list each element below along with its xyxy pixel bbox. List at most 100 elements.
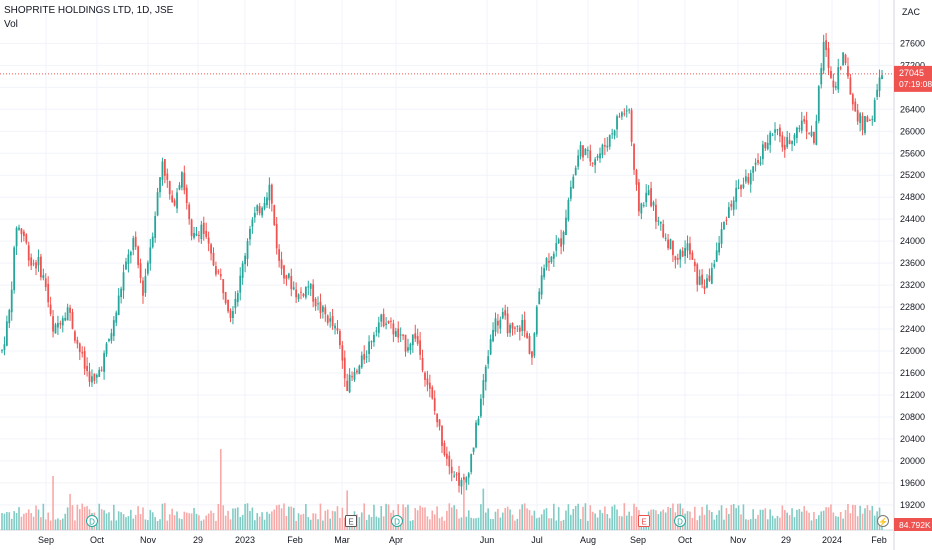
volume-bar bbox=[166, 520, 169, 530]
candle-body bbox=[268, 184, 271, 201]
volume-bar bbox=[302, 513, 305, 530]
volume-bar bbox=[657, 514, 660, 530]
candle-body bbox=[377, 322, 380, 333]
candle-body bbox=[324, 307, 327, 315]
volume-bar bbox=[47, 512, 49, 530]
candle-body bbox=[392, 323, 395, 335]
candle-body bbox=[193, 233, 195, 238]
price-tick-label: 24800 bbox=[900, 192, 925, 202]
candle-body bbox=[93, 373, 96, 381]
candle-body bbox=[706, 278, 708, 288]
candle-body bbox=[232, 311, 234, 319]
candle-body bbox=[360, 355, 363, 368]
currency-label[interactable]: ZAC bbox=[902, 7, 921, 17]
candle-body bbox=[263, 202, 266, 209]
volume-bar bbox=[309, 519, 312, 530]
candle-body bbox=[285, 275, 288, 279]
time-tick-label: Sep bbox=[630, 535, 646, 545]
candle-body bbox=[657, 220, 660, 222]
candle-body bbox=[817, 86, 820, 121]
time-tick-label: 29 bbox=[193, 535, 203, 545]
candle-body bbox=[244, 255, 246, 265]
candle-body bbox=[343, 357, 346, 379]
candle-body bbox=[251, 219, 254, 227]
candle-body bbox=[35, 262, 37, 269]
volume-bar bbox=[263, 519, 266, 530]
price-tick-label: 22800 bbox=[900, 302, 925, 312]
volume-bar bbox=[572, 508, 575, 530]
candle-body bbox=[842, 52, 845, 66]
volume-bar bbox=[694, 506, 696, 530]
candle-body bbox=[691, 252, 694, 260]
volume-bar bbox=[550, 518, 553, 530]
candle-body bbox=[460, 480, 463, 487]
volume-bar bbox=[730, 504, 733, 530]
volume-bar bbox=[523, 503, 526, 530]
volume-bar bbox=[295, 520, 297, 530]
candle-body bbox=[212, 252, 215, 266]
candle-body bbox=[3, 344, 6, 351]
candle-body bbox=[669, 239, 672, 250]
candle-body bbox=[190, 219, 193, 236]
volume-bar bbox=[796, 509, 798, 530]
candle-body bbox=[450, 466, 453, 474]
candle-body bbox=[548, 260, 550, 263]
volume-bar bbox=[494, 511, 497, 530]
volume-bar bbox=[164, 503, 166, 530]
candle-body bbox=[618, 116, 621, 118]
volume-bar bbox=[832, 512, 835, 530]
price-tick-label: 19200 bbox=[900, 500, 925, 510]
candle-body bbox=[387, 321, 390, 324]
candle-body bbox=[603, 145, 606, 147]
candle-body bbox=[565, 217, 567, 236]
volume-bar bbox=[771, 515, 774, 530]
volume-bar bbox=[686, 511, 689, 530]
volume-bar bbox=[698, 515, 701, 530]
candle-body bbox=[749, 173, 752, 185]
volume-bar bbox=[492, 519, 494, 530]
volume-bar bbox=[450, 507, 453, 530]
volume-bar bbox=[443, 520, 446, 530]
candle-body bbox=[22, 231, 25, 237]
volume-bar bbox=[659, 511, 662, 530]
candle-body bbox=[839, 67, 842, 69]
candle-body bbox=[309, 283, 312, 289]
candle-body bbox=[236, 293, 239, 303]
time-tick-label: Aug bbox=[580, 535, 596, 545]
event-marker-glyph: ⚡ bbox=[878, 517, 888, 527]
volume-bar bbox=[336, 506, 339, 530]
candle-body bbox=[586, 149, 589, 151]
price-tick-label: 25200 bbox=[900, 170, 925, 180]
candle-body bbox=[776, 129, 779, 131]
candle-body bbox=[112, 320, 115, 337]
volume-bar bbox=[441, 516, 443, 530]
candle-body bbox=[59, 323, 62, 325]
volume-bar bbox=[621, 516, 623, 530]
candle-body bbox=[727, 207, 730, 218]
candle-body bbox=[409, 344, 412, 351]
candle-body bbox=[783, 144, 786, 150]
event-marker-glyph: D bbox=[677, 518, 683, 527]
volume-bar bbox=[215, 520, 217, 530]
volume-bar bbox=[431, 510, 434, 530]
candle-body bbox=[655, 204, 657, 222]
candle-body bbox=[740, 185, 742, 190]
candle-body bbox=[847, 66, 849, 77]
volume-bar bbox=[219, 449, 222, 530]
event-markers[interactable]: D E D E D ⚡ bbox=[86, 515, 889, 527]
volume-bar bbox=[429, 519, 431, 530]
candle-body bbox=[779, 127, 781, 137]
candle-body bbox=[280, 259, 283, 269]
candle-body bbox=[555, 243, 558, 251]
candle-body bbox=[589, 150, 592, 162]
volume-bar bbox=[852, 504, 854, 530]
volume-bar bbox=[326, 509, 329, 530]
volume-bar bbox=[212, 512, 215, 530]
volume-bar bbox=[786, 512, 788, 530]
volume-bar bbox=[232, 508, 234, 530]
volume-bar bbox=[470, 517, 472, 530]
candle-body bbox=[397, 328, 400, 338]
candle-body bbox=[584, 148, 587, 156]
candle-body bbox=[295, 289, 298, 298]
